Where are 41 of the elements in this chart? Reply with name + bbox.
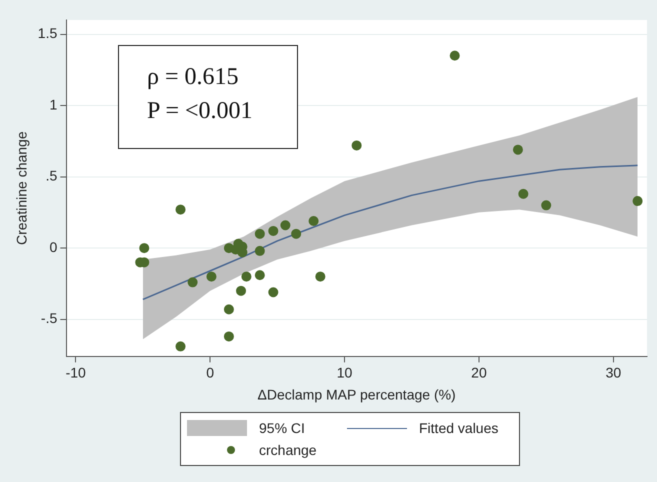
point	[224, 304, 234, 314]
point	[241, 272, 252, 282]
point	[280, 220, 290, 230]
y-axis-title: Creatinine change	[13, 131, 30, 246]
point	[224, 331, 234, 342]
x-tick-label: -10	[66, 364, 86, 381]
x-axis-title: ΔDeclamp MAP percentage (%)	[258, 386, 456, 402]
legend-label: crchange	[259, 442, 317, 458]
x-tick-label: 0	[206, 364, 214, 381]
point	[139, 243, 150, 254]
point	[308, 216, 319, 226]
point	[518, 188, 528, 199]
point	[254, 228, 265, 239]
point	[188, 277, 198, 288]
y-tick-label: 1.5	[38, 25, 58, 42]
point	[632, 196, 643, 206]
text: 95% CI	[259, 420, 305, 436]
point	[512, 144, 523, 155]
point	[268, 226, 278, 236]
point	[206, 272, 216, 282]
x-tick-label: 10	[336, 364, 353, 381]
point	[176, 341, 186, 352]
point	[315, 272, 326, 282]
y-tick-label: 0	[49, 238, 58, 255]
x-tick-label: 30	[606, 364, 622, 381]
point	[268, 287, 278, 298]
point	[176, 204, 186, 215]
x-tick-label: 20	[471, 364, 487, 381]
point	[291, 228, 302, 239]
point	[236, 286, 246, 296]
point	[352, 140, 362, 150]
annotation: ρ = 0.615	[147, 63, 240, 92]
y-tick-label: .5	[46, 168, 58, 184]
legend-label: Fitted values	[419, 420, 498, 436]
point	[450, 50, 460, 61]
y-tick-label: 1	[49, 96, 58, 112]
y-tick-label: -.5	[40, 310, 58, 326]
point	[541, 200, 552, 210]
point	[254, 270, 265, 280]
point	[254, 246, 265, 256]
annotation: P = <0.001	[147, 97, 254, 126]
